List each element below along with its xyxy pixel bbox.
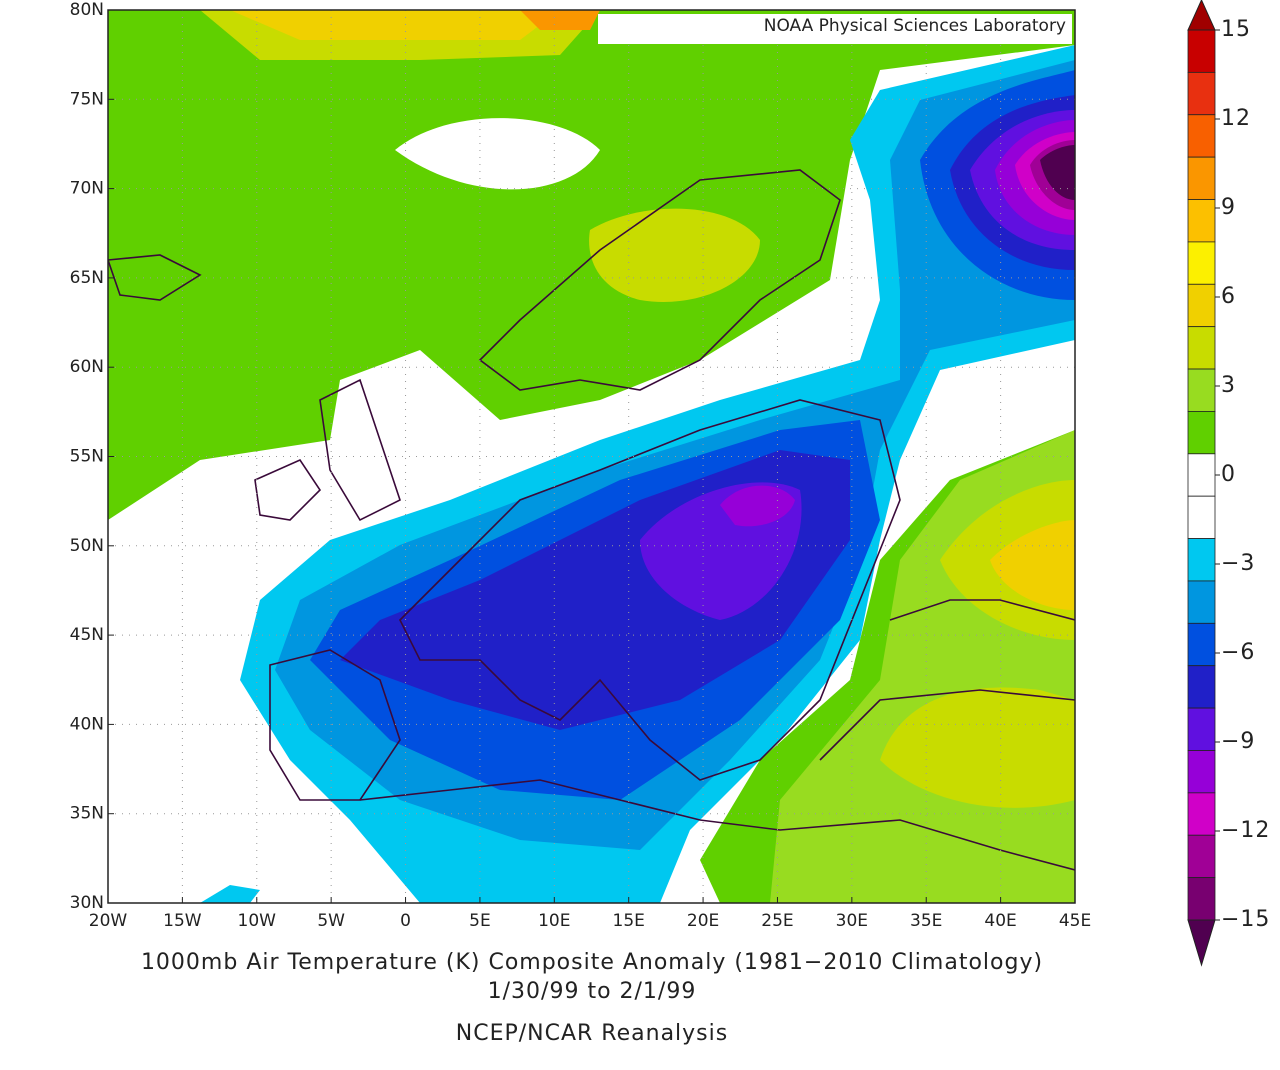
y-tick-label: 35N: [70, 804, 104, 824]
x-tick-label: 5W: [317, 911, 345, 931]
colorbar-label: −3: [1221, 551, 1255, 576]
colorbar-band: [1187, 241, 1216, 285]
colorbar-band: [1187, 199, 1216, 243]
credit-box: [598, 14, 1072, 44]
y-tick-label: 50N: [70, 536, 104, 556]
y-tick-label: 60N: [70, 357, 104, 377]
map-frame: [107, 9, 1076, 904]
colorbar-label: 9: [1221, 195, 1236, 220]
x-tick-label: 10W: [238, 911, 277, 931]
colorbar-label: −15: [1221, 907, 1270, 932]
source: NCEP/NCAR Reanalysis: [456, 1021, 728, 1046]
y-tick-label: 75N: [70, 89, 104, 109]
colorbar-band: [1187, 792, 1216, 836]
colorbar-band: [1187, 877, 1216, 921]
y-tick-label: 45N: [70, 625, 104, 645]
colorbar-arrow-bottom: [1187, 919, 1216, 967]
date-range: 1/30/99 to 2/1/99: [488, 979, 697, 1004]
colorbar-band: [1187, 750, 1216, 794]
x-tick-label: 20E: [687, 911, 719, 931]
anomaly-field: [108, 10, 1075, 903]
colorbar-band: [1187, 707, 1216, 751]
colorbar-band: [1187, 665, 1216, 709]
y-tick-label: 70N: [70, 179, 104, 199]
credit: NOAA Physical Sciences Laboratory: [764, 16, 1066, 36]
colorbar-label: −9: [1221, 729, 1255, 754]
x-tick-label: 45E: [1059, 911, 1091, 931]
colorbar-band: [1187, 326, 1216, 370]
colorbar-band: [1187, 622, 1216, 667]
y-tick-label: 55N: [70, 447, 104, 467]
x-tick-label: 0: [400, 911, 411, 931]
colorbar-label: 12: [1221, 106, 1251, 131]
colorbar-band: [1187, 156, 1216, 200]
colorbar-arrow-top: [1187, 0, 1216, 31]
colorbar-label: 3: [1221, 373, 1236, 398]
x-tick-label: 10E: [538, 911, 570, 931]
colorbar-label: 0: [1221, 462, 1236, 487]
colorbar-band: [1187, 114, 1216, 158]
colorbar-band: [1187, 538, 1216, 582]
y-tick-label: 30N: [70, 893, 104, 913]
colorbar: 15 12 9 6 3 0 −3 −6 −9 −12 −15: [1187, 0, 1270, 967]
colorbar-band: [1187, 580, 1216, 624]
y-tick-label: 40N: [70, 714, 104, 734]
colorbar-band: [1187, 834, 1216, 879]
colorbar-band: [1187, 453, 1216, 497]
colorbar-band: [1187, 368, 1216, 412]
x-tick-label: 25E: [761, 911, 793, 931]
y-tick-label: 65N: [70, 268, 104, 288]
colorbar-band: [1187, 71, 1216, 116]
x-tick-label: 20W: [89, 911, 128, 931]
x-tick-label: 40E: [984, 911, 1016, 931]
x-tick-label: 15E: [613, 911, 645, 931]
colorbar-band: [1187, 495, 1216, 539]
colorbar-band: [1187, 283, 1216, 328]
y-tick-label: 80N: [70, 0, 104, 20]
x-tick-label: 35E: [910, 911, 942, 931]
x-tick-label: 30E: [836, 911, 868, 931]
x-tick-label: 15W: [163, 911, 202, 931]
colorbar-band: [1187, 29, 1216, 73]
coastlines: [108, 169, 1075, 871]
x-tick-label: 5E: [469, 911, 491, 931]
colorbar-label: 15: [1221, 17, 1251, 42]
colorbar-label: −12: [1221, 818, 1270, 843]
colorbar-label: −6: [1221, 640, 1255, 665]
colorbar-label: 6: [1221, 284, 1236, 309]
colorbar-band: [1187, 411, 1216, 455]
title: 1000mb Air Temperature (K) Composite Ano…: [141, 950, 1043, 975]
